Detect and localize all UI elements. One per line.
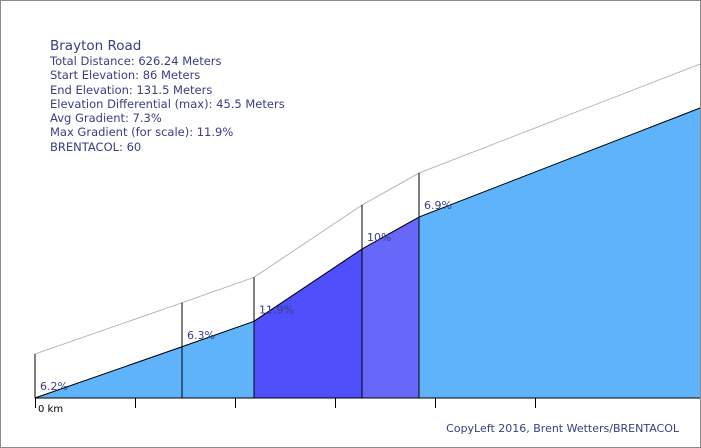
elevation-line [34, 107, 700, 399]
gradient-label: 6.9% [424, 199, 452, 212]
brentacol-score: BRENTACOL: 60 [50, 139, 142, 154]
elevation-differential: Elevation Differential (max): 45.5 Meter… [50, 96, 285, 111]
gradient-labels: 6.2%6.3%11.9%10%6.9%4.3%6.5% [40, 199, 452, 393]
gradient-label: 11.9% [259, 303, 294, 316]
elevation-segment [254, 249, 362, 398]
gradient-label: 6.3% [187, 329, 215, 342]
axis-tick-label: 0 km [38, 404, 63, 415]
route-title: Brayton Road [50, 38, 142, 54]
max-gradient: Max Gradient (for scale): 11.9% [50, 125, 234, 140]
copyleft-notice: CopyLeft 2016, Brent Wetters/BRENTACOL [446, 422, 679, 435]
start-elevation: Start Elevation: 86 Meters [50, 68, 201, 83]
gradient-label: 10% [367, 231, 391, 244]
distance-axis: 0 km [35, 397, 700, 415]
elevation-segment [362, 217, 419, 398]
gradient-label: 6.2% [40, 380, 68, 393]
total-distance: Total Distance: 626.24 Meters [50, 54, 222, 68]
avg-gradient: Avg Gradient: 7.3% [50, 111, 162, 126]
end-elevation: End Elevation: 131.5 Meters [50, 82, 213, 97]
route-info: Brayton Road Total Distance: 626.24 Mete… [50, 38, 285, 154]
elevation-area [34, 107, 700, 399]
elevation-segment [419, 108, 700, 398]
